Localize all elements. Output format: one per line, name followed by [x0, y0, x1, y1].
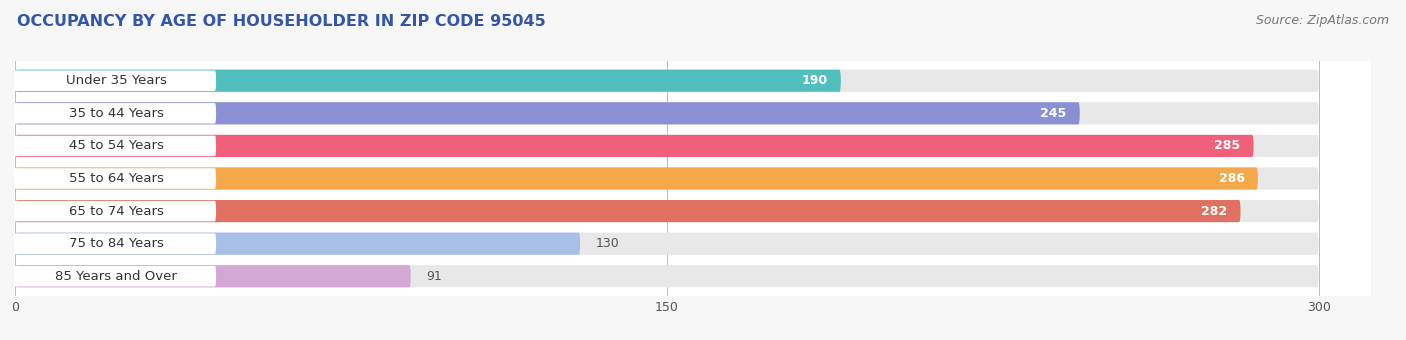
FancyBboxPatch shape: [15, 102, 1319, 124]
FancyBboxPatch shape: [15, 200, 1240, 222]
Text: 35 to 44 Years: 35 to 44 Years: [69, 107, 165, 120]
FancyBboxPatch shape: [15, 265, 411, 287]
FancyBboxPatch shape: [14, 233, 217, 254]
FancyBboxPatch shape: [14, 70, 217, 91]
Text: Source: ZipAtlas.com: Source: ZipAtlas.com: [1256, 14, 1389, 27]
FancyBboxPatch shape: [14, 201, 217, 221]
FancyBboxPatch shape: [15, 233, 581, 255]
FancyBboxPatch shape: [15, 102, 1080, 124]
FancyBboxPatch shape: [15, 233, 1319, 255]
Text: 285: 285: [1215, 139, 1240, 152]
Text: 245: 245: [1040, 107, 1067, 120]
FancyBboxPatch shape: [15, 135, 1319, 157]
FancyBboxPatch shape: [14, 266, 217, 287]
Text: 91: 91: [426, 270, 441, 283]
FancyBboxPatch shape: [15, 167, 1258, 190]
FancyBboxPatch shape: [15, 200, 1319, 222]
Text: OCCUPANCY BY AGE OF HOUSEHOLDER IN ZIP CODE 95045: OCCUPANCY BY AGE OF HOUSEHOLDER IN ZIP C…: [17, 14, 546, 29]
FancyBboxPatch shape: [15, 70, 841, 92]
FancyBboxPatch shape: [15, 70, 1319, 92]
FancyBboxPatch shape: [15, 135, 1254, 157]
Text: 286: 286: [1219, 172, 1244, 185]
Text: 130: 130: [596, 237, 620, 250]
FancyBboxPatch shape: [14, 136, 217, 156]
FancyBboxPatch shape: [15, 265, 1319, 287]
Text: 75 to 84 Years: 75 to 84 Years: [69, 237, 165, 250]
FancyBboxPatch shape: [15, 167, 1319, 190]
Text: Under 35 Years: Under 35 Years: [66, 74, 167, 87]
Text: 85 Years and Over: 85 Years and Over: [55, 270, 177, 283]
Text: 65 to 74 Years: 65 to 74 Years: [69, 205, 165, 218]
FancyBboxPatch shape: [14, 103, 217, 124]
Text: 55 to 64 Years: 55 to 64 Years: [69, 172, 165, 185]
Text: 282: 282: [1201, 205, 1227, 218]
FancyBboxPatch shape: [14, 168, 217, 189]
Text: 190: 190: [801, 74, 828, 87]
Text: 45 to 54 Years: 45 to 54 Years: [69, 139, 165, 152]
